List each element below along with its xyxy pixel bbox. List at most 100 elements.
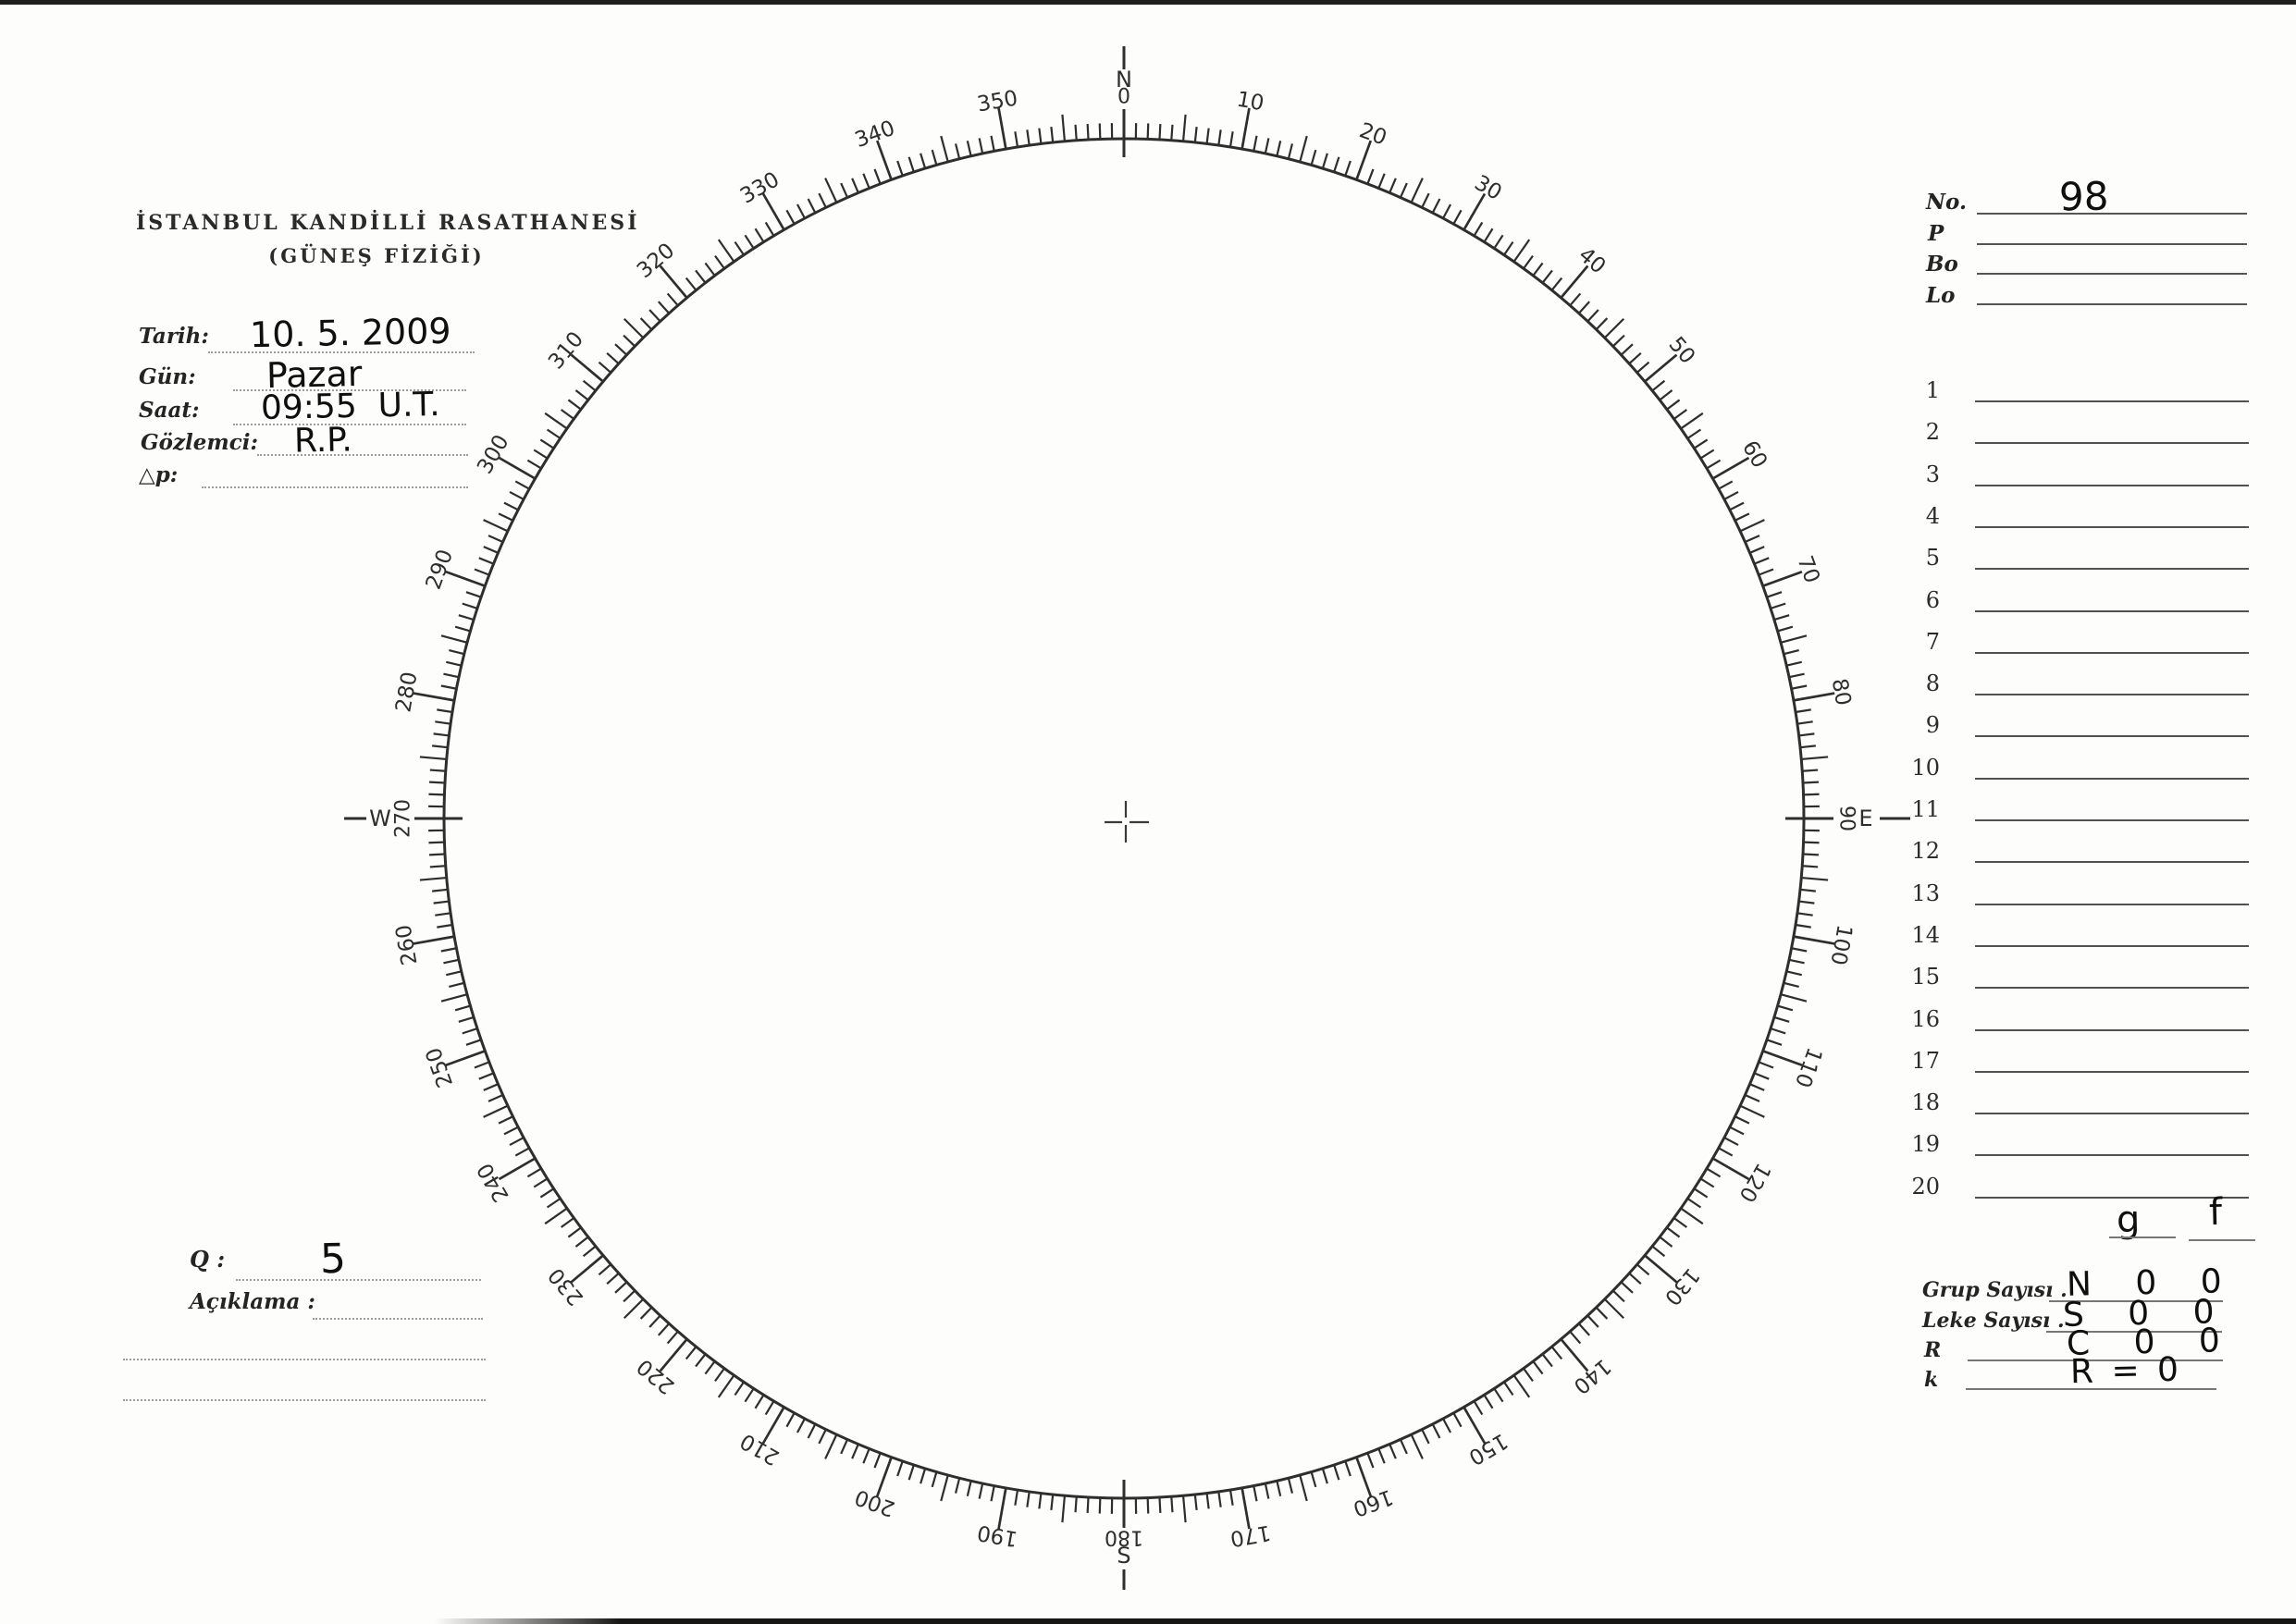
degree-tick — [940, 135, 949, 163]
measure-row: 17 — [1887, 1047, 2250, 1073]
degree-tick — [1014, 1489, 1019, 1506]
degree-tick — [449, 649, 465, 656]
zero-degree-label: 0 — [1117, 86, 1130, 109]
degree-tick — [509, 490, 525, 500]
degree-tick — [1666, 1226, 1681, 1238]
degree-tick — [1333, 1464, 1340, 1481]
measure-row: 18 — [1887, 1089, 2250, 1115]
degree-tick — [862, 1448, 870, 1464]
measure-row-number: 4 — [1925, 502, 1940, 529]
degree-tick — [1503, 240, 1514, 256]
degree-tick — [978, 1483, 984, 1499]
degree-tick — [1734, 1115, 1750, 1125]
degree-tick — [1264, 1483, 1270, 1499]
degree-tick — [648, 1314, 661, 1328]
degree-tick — [598, 1263, 612, 1276]
degree-tick — [1205, 128, 1210, 144]
degree-tick — [570, 1254, 604, 1284]
degree-tick — [1026, 1491, 1031, 1507]
degree-tick — [465, 1039, 482, 1046]
degree-tick — [1754, 1072, 1770, 1080]
degree-label: 170 — [1228, 1519, 1273, 1550]
measure-row-line — [1975, 775, 2249, 780]
degree-tick — [1770, 1027, 1786, 1035]
degree-tick — [955, 143, 961, 160]
degree-tick — [623, 317, 645, 339]
degree-tick — [1523, 1367, 1534, 1383]
measure-row-line — [1975, 858, 2249, 864]
degree-tick — [539, 438, 555, 449]
degree-tick — [744, 1387, 755, 1403]
degree-label: 80 — [1827, 677, 1856, 707]
degree-tick — [606, 351, 620, 365]
degree-tick — [503, 1126, 519, 1136]
degree-tick — [503, 501, 519, 511]
degree-tick — [567, 1226, 582, 1238]
measure-row: 3 — [1887, 461, 2250, 486]
degree-tick — [764, 1400, 775, 1416]
degree-tick — [1366, 168, 1375, 185]
degree-tick — [498, 512, 513, 522]
degree-tick — [1586, 1314, 1599, 1328]
degree-tick — [1181, 114, 1187, 141]
degree-tick — [1569, 292, 1582, 307]
degree-tick — [807, 198, 817, 214]
degree-tick — [1718, 480, 1734, 490]
degree-tick — [1050, 127, 1055, 143]
degree-label: 20 — [1356, 118, 1389, 150]
degree-tick — [1762, 1050, 1803, 1067]
delta-p-line — [202, 485, 468, 488]
measure-row-number: 15 — [1911, 964, 1940, 990]
k-factor-line — [1966, 1386, 2216, 1390]
degree-tick — [1050, 1494, 1055, 1510]
degree-tick — [1798, 900, 1815, 904]
degree-tick — [1783, 981, 1799, 988]
measure-row-number: 16 — [1911, 1005, 1940, 1032]
measure-row-line — [1975, 1110, 2249, 1115]
degree-tick — [704, 262, 716, 277]
degree-label: 250 — [422, 1044, 458, 1090]
degree-tick — [639, 1306, 653, 1320]
degree-tick — [1595, 317, 1609, 331]
degree-tick — [462, 1027, 478, 1035]
degree-tick — [1463, 192, 1487, 231]
degree-tick — [435, 912, 451, 917]
degree-tick — [1802, 853, 1820, 856]
degree-tick — [443, 672, 460, 679]
degree-tick — [824, 1433, 838, 1459]
degree-tick — [498, 1115, 513, 1125]
degree-tick — [533, 449, 549, 460]
degree-tick — [574, 389, 589, 401]
degree-tick — [1193, 1494, 1198, 1510]
degree-tick — [896, 160, 904, 177]
degree-tick — [657, 301, 671, 314]
degree-tick — [1723, 1137, 1739, 1147]
degree-tick — [807, 1423, 817, 1439]
degree-tick — [851, 1444, 859, 1459]
degree-tick — [433, 732, 450, 737]
degree-tick — [574, 1236, 589, 1248]
degree-tick — [428, 781, 446, 784]
k-factor-label: k — [1924, 1368, 1939, 1392]
degree-tick — [873, 1452, 882, 1469]
degree-tick — [1344, 1460, 1352, 1477]
degree-tick — [1158, 1496, 1162, 1514]
degree-tick — [533, 1177, 549, 1188]
degree-tick — [413, 692, 455, 702]
degree-tick — [1389, 1444, 1397, 1459]
degree-tick — [1651, 379, 1666, 392]
degree-tick — [582, 1245, 597, 1258]
degree-tick — [896, 1460, 904, 1477]
measure-row-number: 14 — [1911, 921, 1940, 948]
degree-tick — [1659, 1236, 1673, 1248]
degree-tick — [1310, 149, 1317, 166]
ninety-degree-label: 90 — [1835, 806, 1858, 831]
degree-tick — [1146, 123, 1150, 140]
degree-tick — [1799, 744, 1816, 749]
scan-edge-top — [0, 0, 2296, 5]
measure-row: 5 — [1887, 544, 2250, 571]
degree-tick — [445, 570, 486, 587]
measure-row-line — [1975, 942, 2249, 947]
measure-row-number: 17 — [1911, 1047, 1940, 1074]
measure-row-number: 10 — [1911, 754, 1940, 781]
